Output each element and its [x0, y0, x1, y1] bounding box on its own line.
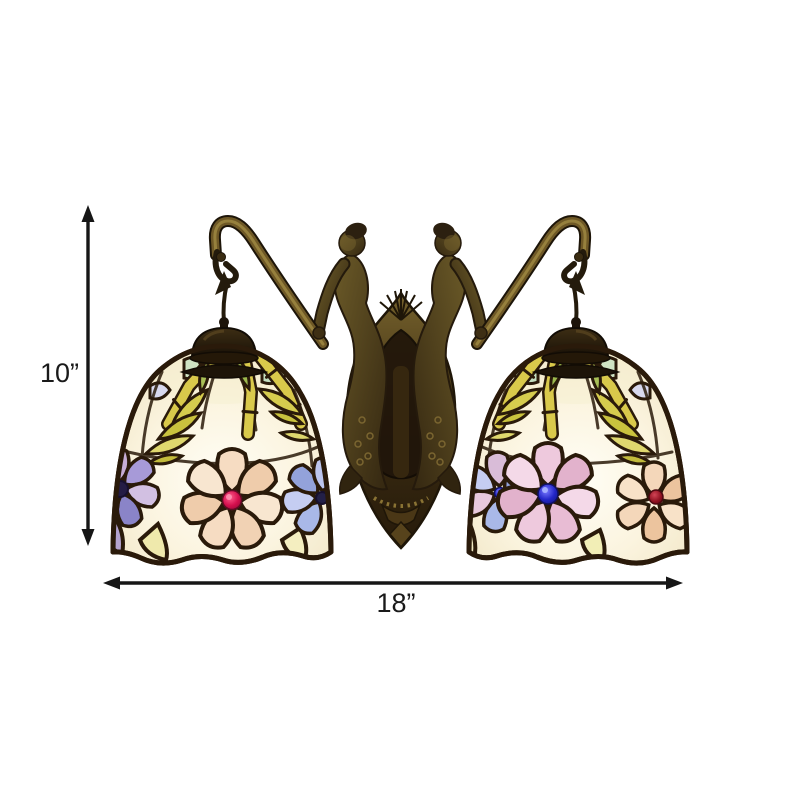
arrow-left-icon	[103, 576, 120, 590]
blue-glass-jewel	[537, 483, 559, 505]
arrow-right-icon	[666, 576, 683, 590]
stained-glass-shade-left	[80, 317, 338, 563]
arrow-down-icon	[81, 529, 95, 546]
mermaid-hand-right	[474, 326, 488, 340]
width-dimension: 18”	[103, 576, 683, 618]
stained-glass-shade-right	[456, 317, 694, 563]
red-glass-jewel	[221, 489, 243, 511]
curved-arm-left	[215, 221, 323, 344]
width-dimension-label: 18”	[376, 588, 415, 618]
curved-arm-right	[477, 221, 585, 344]
mermaid-hand-left	[312, 326, 326, 340]
dark-red-glass-jewel	[648, 489, 664, 505]
wall-sconce	[80, 220, 695, 563]
mermaid-figure-left	[318, 220, 387, 494]
height-dimension-label: 10”	[40, 358, 79, 388]
height-dimension: 10”	[40, 205, 95, 546]
mermaid-figure-right	[413, 220, 482, 494]
arrow-up-icon	[81, 205, 95, 222]
dimension-annotations: 10” 18”	[40, 205, 683, 618]
